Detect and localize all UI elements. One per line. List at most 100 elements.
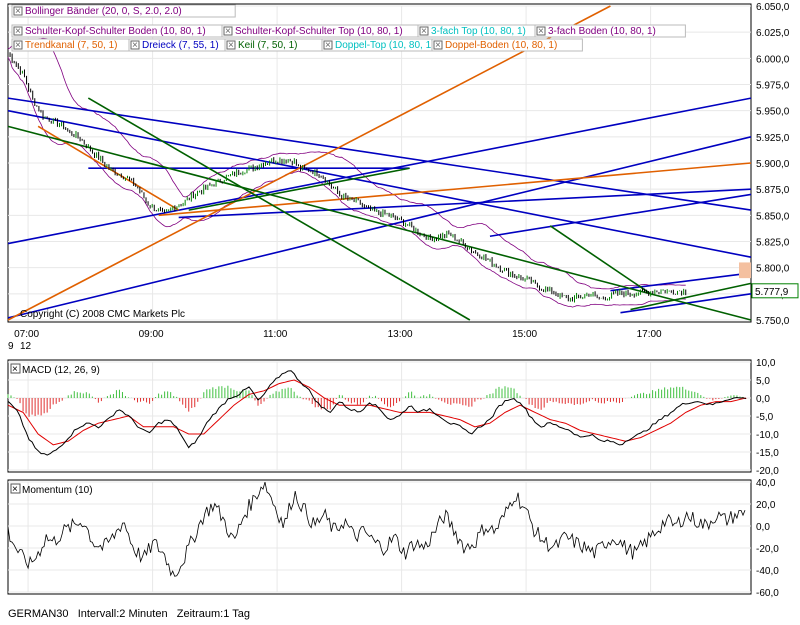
date-sub-label: 12 (20, 341, 32, 352)
macd-tick-label: 10,0 (756, 358, 776, 369)
price-tick-label: 5.850,0 (756, 211, 790, 222)
legend-item-label: Doppel-Boden (10, 80, 1) (445, 40, 557, 51)
macd-tick-label: -20,0 (756, 466, 779, 477)
legend-close-icon (226, 40, 236, 50)
close-icon[interactable]: × (12, 484, 18, 495)
legend-item-label: Schulter-Kopf-Schulter Boden (10, 80, 1) (25, 26, 206, 37)
legend-item-label: Schulter-Kopf-Schulter Top (10, 80, 1) (235, 26, 403, 37)
pattern-line (7, 125, 752, 321)
symbol-label: GERMAN30 (8, 608, 69, 620)
price-marker-box (739, 262, 751, 279)
period-label: Zeitraum:1 Tag (176, 608, 250, 620)
close-icon[interactable]: × (12, 364, 18, 375)
time-x-axis: 07:00 09:00 11:00 13:00 15:00 17:00 9 12 (8, 329, 662, 352)
time-tick-label: 17:00 (637, 329, 662, 340)
bollinger-lower-band (7, 57, 686, 308)
macd-tick-label: -10,0 (756, 430, 779, 441)
legend-close-icon (536, 26, 546, 36)
interval-label: Intervall:2 Minuten (77, 608, 168, 620)
legend-close-icon (130, 40, 140, 50)
bollinger-upper-band (7, 37, 686, 290)
pattern-line (7, 5, 611, 321)
chart-footer: GERMAN30 Intervall:2 Minuten Zeitraum:1 … (8, 608, 250, 620)
momentum-title: × Momentum (10) (10, 483, 93, 496)
close-icon: × (15, 40, 21, 51)
close-icon: × (435, 40, 441, 51)
pattern-line (7, 136, 752, 319)
legend-item-label: Doppel-Top (10, 80, 1) (335, 40, 435, 51)
momentum-tick-label: 20,0 (756, 500, 776, 511)
price-tick-label: 6.050,0 (756, 2, 790, 13)
momentum-tick-label: -20,0 (756, 544, 779, 555)
legend-close-icon (13, 6, 23, 16)
pattern-line (158, 162, 752, 217)
macd-y-axis: 10,0 5,0 0,0 -5,0 -10,0 -15,0 -20,0 (756, 358, 779, 477)
price-tick-label: 6.000,0 (756, 54, 790, 65)
price-tick-label: 5.925,0 (756, 133, 790, 144)
legend-item-box (534, 24, 686, 38)
price-tick-label: 6.025,0 (756, 28, 790, 39)
copyright-text: Copyright (C) 2008 CMC Markets Plc (20, 309, 185, 320)
price-legend: × Bollinger Bänder (20, 0, S, 2.0, 2.0)× S… (11, 4, 686, 52)
legend-item-box (11, 4, 236, 18)
pattern-line (7, 97, 752, 245)
pattern-line (630, 282, 752, 311)
close-icon: × (421, 26, 427, 37)
time-tick-label: 07:00 (14, 329, 39, 340)
pattern-line (188, 167, 410, 211)
momentum-tick-label: 0,0 (756, 522, 770, 533)
legend-item-label: Bollinger Bänder (20, 0, S, 2.0, 2.0) (25, 6, 182, 17)
macd-tick-label: -15,0 (756, 448, 779, 459)
close-icon: × (225, 26, 231, 37)
pattern-line (178, 188, 752, 219)
legend-close-icon (13, 26, 23, 36)
momentum-tick-label: 40,0 (756, 478, 776, 489)
time-tick-label: 09:00 (139, 329, 164, 340)
momentum-tick-label: -40,0 (756, 566, 779, 577)
macd-title-text: MACD (12, 26, 9) (22, 365, 100, 376)
price-tick-label: 5.750,0 (756, 316, 790, 327)
pattern-line (489, 193, 752, 238)
last-value-label: 5.777,9 (755, 287, 789, 298)
legend-item-label: 3-fach Top (10, 80, 1) (431, 26, 526, 37)
momentum-panel-frame (7, 479, 752, 595)
macd-tick-label: -5,0 (756, 412, 774, 423)
pattern-line (549, 225, 652, 295)
legend-item-label: Dreieck (7, 55, 1) (142, 40, 219, 51)
pattern-line (610, 272, 752, 292)
close-icon: × (228, 40, 234, 51)
close-icon: × (132, 40, 138, 51)
legend-item-label: Keil (7, 50, 1) (238, 40, 297, 51)
last-value-box (751, 283, 799, 299)
pattern-line (7, 97, 752, 211)
pattern-line (87, 97, 471, 321)
macd-title: × MACD (12, 26, 9) (10, 363, 100, 376)
price-tick-label: 5.825,0 (756, 238, 790, 249)
macd-tick-label: 5,0 (756, 376, 770, 387)
close-icon: × (15, 26, 21, 37)
time-tick-label: 13:00 (388, 329, 413, 340)
macd-plot (7, 361, 751, 471)
close-icon: × (538, 26, 544, 37)
legend-close-icon (419, 26, 429, 36)
momentum-plot (7, 481, 751, 593)
time-tick-label: 15:00 (512, 329, 537, 340)
close-icon: × (325, 40, 331, 51)
price-y-axis: 5.750,05.775,05.800,05.825,05.850,05.875… (751, 2, 799, 327)
momentum-y-axis: 40,0 20,0 0,0 -20,0 -40,0 -60,0 (756, 478, 779, 599)
price-tick-label: 5.975,0 (756, 81, 790, 92)
legend-close-icon (433, 40, 443, 50)
legend-close-icon (13, 40, 23, 50)
legend-close-icon (223, 26, 233, 36)
time-tick-label: 11:00 (263, 329, 288, 340)
momentum-tick-label: -60,0 (756, 588, 779, 599)
price-tick-label: 5.800,0 (756, 264, 790, 275)
legend-item-box (431, 38, 583, 52)
price-tick-label: 5.900,0 (756, 159, 790, 170)
price-tick-label: 5.950,0 (756, 107, 790, 118)
pattern-line (7, 109, 752, 258)
close-icon: × (15, 6, 21, 17)
price-tick-label: 5.875,0 (756, 185, 790, 196)
legend-item-label: Trendkanal (7, 50, 1) (25, 40, 117, 51)
